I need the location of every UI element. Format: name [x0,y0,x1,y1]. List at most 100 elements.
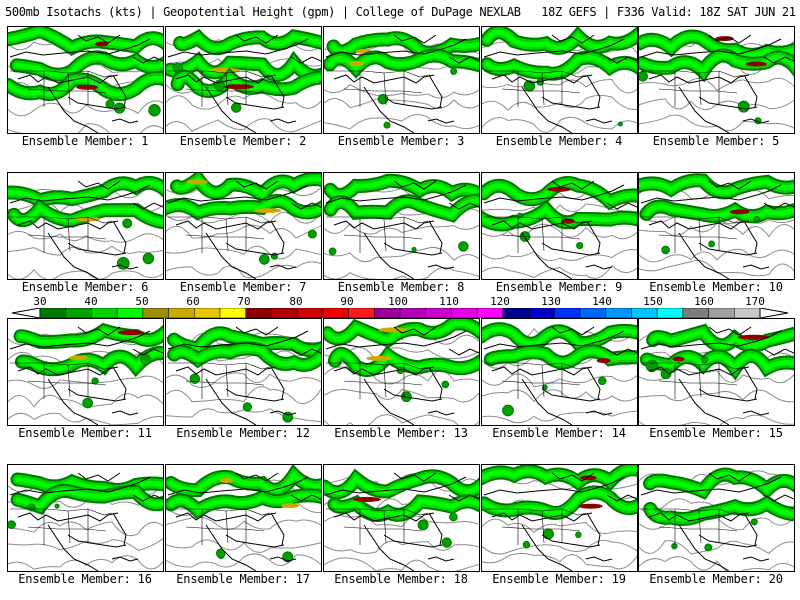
coastline [325,472,479,571]
ensemble-member-label: Ensemble Member: 10 [649,280,783,294]
scale-swatch [451,308,478,318]
height-contour [324,83,479,99]
height-contour [166,408,321,423]
coastline [167,326,321,425]
isotach-band [484,29,637,51]
map-canvas [8,175,163,279]
height-contour [639,540,794,555]
scale-swatch [142,308,169,318]
height-contour [482,264,637,279]
isotach-cell [450,67,458,75]
ensemble-member-label: Ensemble Member: 6 [21,280,149,294]
height-contour [166,245,321,260]
scale-swatch [579,308,606,318]
ensemble-member-label: Ensemble Member: 4 [495,134,623,148]
ensemble-map-panel [638,172,795,280]
isotach-cell [230,102,242,113]
scale-tick-label: 170 [745,295,765,308]
isotach-cell [242,402,253,412]
map-canvas [482,465,637,571]
coastline [640,326,794,425]
height-contour [324,388,479,403]
scale-tick-label: 140 [592,295,612,308]
height-contour [8,245,163,256]
jet-core-maximum [219,478,234,484]
height-contour [482,249,637,262]
map-canvas [166,28,321,133]
jet-core-maximum [547,186,571,192]
jet-core-maximum [186,179,208,185]
scale-swatch [219,308,246,318]
ensemble-map-panel [481,26,638,134]
coastline [640,34,794,133]
isotach-cell [671,542,678,550]
scale-tick-label: 30 [33,295,47,308]
state-borders [10,508,113,545]
jet-core-maximum [579,475,597,481]
isotach-cell [27,503,36,512]
coastline [483,472,637,571]
height-contour [324,515,479,528]
state-borders [484,70,587,107]
height-contour [639,556,794,571]
height-contour [166,224,321,239]
ensemble-member-label: Ensemble Member: 14 [492,426,626,440]
map-title: 500mb Isotachs (kts) | Geopotential Heig… [5,5,800,19]
state-borders [641,508,744,545]
scale-swatch [271,308,298,318]
isotach-cell [617,121,623,127]
scale-swatch [374,308,401,318]
coastline [325,326,479,425]
height-contour [482,389,637,403]
map-canvas [324,31,479,133]
height-contour [166,372,321,388]
height-contour [639,114,794,132]
height-contour [324,222,479,235]
state-borders [168,70,271,107]
coastline [325,34,479,133]
jet-core-maximum [280,503,300,509]
jet-core-maximum [745,61,767,67]
jet-core-maximum [253,208,282,214]
height-contour [482,116,637,133]
scale-tick-label: 90 [340,295,354,308]
scale-tick-label: 70 [237,295,251,308]
height-contour [8,538,163,552]
isotach-cell [441,537,452,548]
map-canvas [482,322,637,425]
isotach-band [168,471,321,493]
state-borders [168,216,271,253]
scale-swatch [168,308,195,318]
state-borders [641,216,744,253]
isotach-cell [753,215,761,223]
ensemble-member-label: Ensemble Member: 7 [179,280,307,294]
ensemble-member-label: Ensemble Member: 15 [649,426,783,440]
coastline [9,326,163,425]
height-contour [166,386,321,405]
ensemble-map-panel [165,318,322,426]
ensemble-member-label: Ensemble Member: 19 [492,572,626,586]
isotach-cell [307,229,317,239]
isotach-cell [701,356,709,364]
jet-core-maximum [596,358,611,364]
scale-tick-label: 130 [541,295,561,308]
isotach-cell [737,100,750,113]
ensemble-member-label: Ensemble Member: 16 [18,572,152,586]
isotach-cell [82,397,94,409]
jet-core-maximum [117,330,145,336]
jet-core-maximum [737,334,770,340]
scale-swatch [116,308,144,318]
coastline [167,180,321,279]
isotach-band [488,348,637,365]
isotach-cell [54,503,60,509]
isotach-band [171,330,321,353]
isotach-cell [140,354,152,365]
ensemble-map-panel [481,172,638,280]
ensemble-member-label: Ensemble Member: 9 [495,280,623,294]
isotach-cell [597,376,607,386]
isotach-cell [449,512,458,522]
map-canvas [166,326,321,425]
height-contour [8,123,163,133]
height-contour [324,540,479,554]
state-borders [484,508,587,545]
